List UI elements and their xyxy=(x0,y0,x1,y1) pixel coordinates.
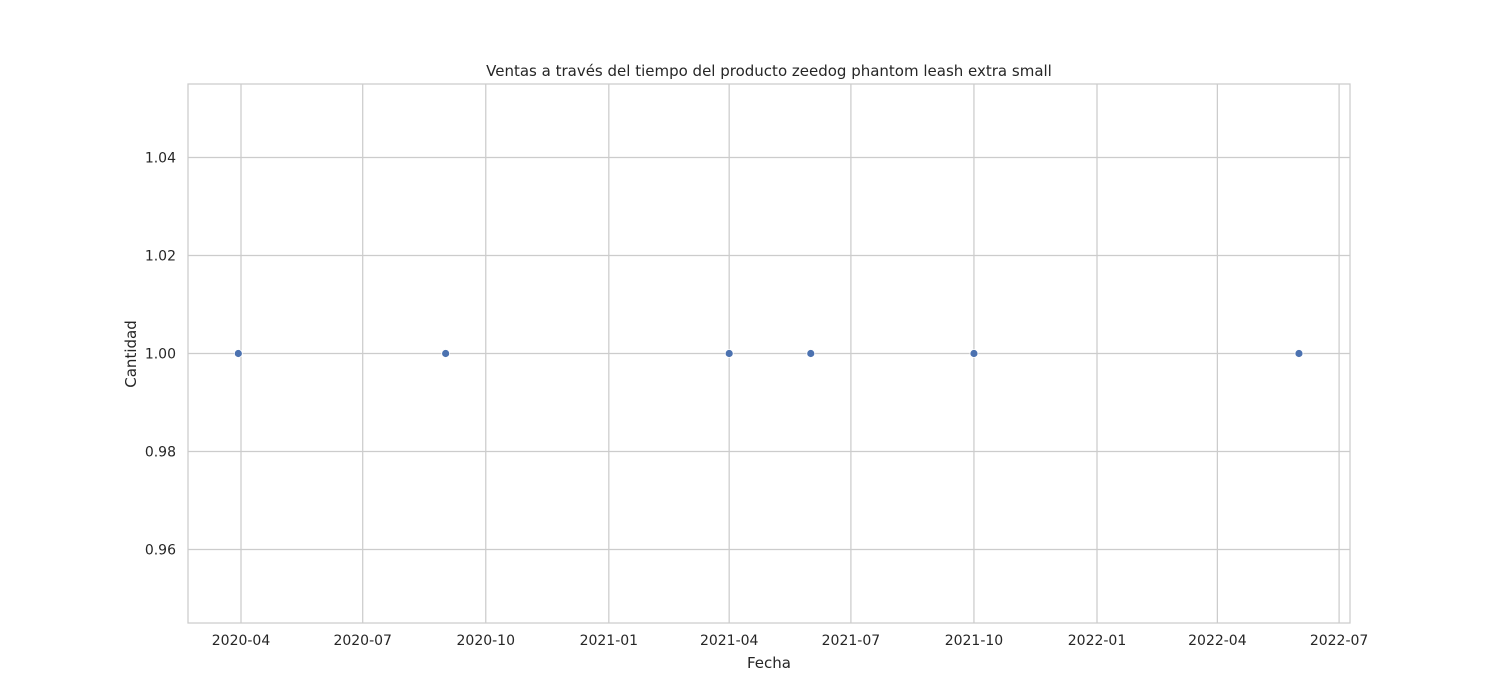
data-point xyxy=(233,349,243,358)
y-tick-label: 0.96 xyxy=(145,543,176,559)
y-tick-label: 1.02 xyxy=(145,249,176,265)
chart-title: Ventas a través del tiempo del producto … xyxy=(486,62,1052,80)
data-point xyxy=(441,349,451,358)
x-tick-label: 2020-10 xyxy=(457,633,516,649)
x-tick-label: 2022-01 xyxy=(1068,633,1127,649)
x-axis-label: Fecha xyxy=(747,654,791,672)
y-tick-label: 0.98 xyxy=(145,445,176,461)
y-grid xyxy=(188,156,1350,551)
y-axis-label: Cantidad xyxy=(122,320,140,387)
y-tick-label: 1.04 xyxy=(145,151,176,167)
data-point xyxy=(806,349,816,358)
x-tick-labels: 2020-04 2020-07 2020-10 2021-01 2021-04 2021-… xyxy=(212,633,1369,649)
x-tick-label: 2021-01 xyxy=(580,633,639,649)
data-point xyxy=(969,349,979,358)
y-tick-label: 1.00 xyxy=(145,347,176,363)
x-tick-label: 2022-04 xyxy=(1188,633,1247,649)
x-tick-label: 2021-04 xyxy=(700,633,759,649)
x-tick-label: 2021-10 xyxy=(945,633,1004,649)
x-tick-label: 2021-07 xyxy=(822,633,881,649)
x-tick-label: 2020-07 xyxy=(333,633,392,649)
x-tick-label: 2022-07 xyxy=(1310,633,1369,649)
x-tick-label: 2020-04 xyxy=(212,633,271,649)
data-point xyxy=(1294,349,1304,358)
data-points xyxy=(233,349,1304,358)
plot-frame xyxy=(187,83,1351,624)
y-tick-labels: 0.96 0.98 1.00 1.02 1.04 xyxy=(145,151,176,559)
data-point xyxy=(724,349,734,358)
